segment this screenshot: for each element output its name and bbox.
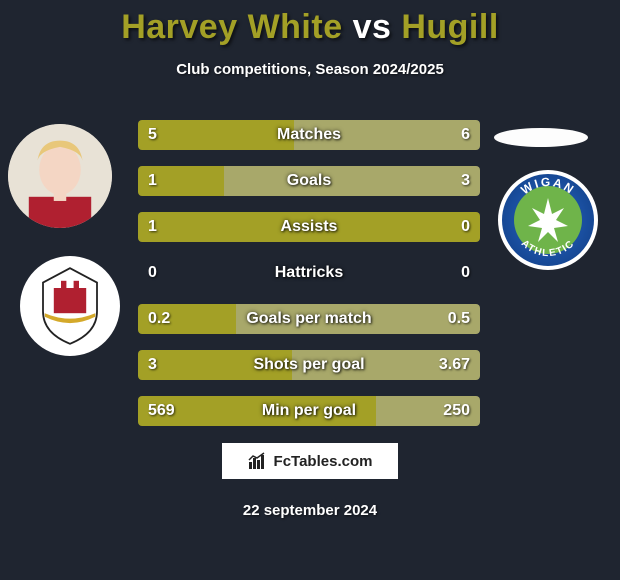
stat-value-left: 0 [138,258,167,288]
vs-text: vs [353,8,392,46]
player-right-name: Hugill [401,8,498,46]
stat-row: 0.20.5Goals per match [138,304,480,334]
subtitle: Club competitions, Season 2024/2025 [0,61,620,78]
player-left-name: Harvey White [121,8,342,46]
stat-value-left: 3 [138,350,167,380]
stat-value-left: 1 [138,212,167,242]
stat-value-right: 6 [451,120,480,150]
stat-bar-right [224,166,481,196]
stat-value-right: 250 [433,396,480,426]
stat-row: 10Assists [138,212,480,242]
stat-value-left: 0.2 [138,304,180,334]
stat-row: 13Goals [138,166,480,196]
stat-value-right: 0 [451,258,480,288]
stat-value-right: 0.5 [438,304,480,334]
stat-row: 569250Min per goal [138,396,480,426]
stat-value-left: 1 [138,166,167,196]
player-left-avatar [8,124,112,228]
page-title: Harvey White vs Hugill [0,0,620,47]
footer-date: 22 september 2024 [0,502,620,519]
stat-row: 56Matches [138,120,480,150]
stats-bars: 56Matches13Goals10Assists00Hattricks0.20… [138,120,480,442]
stat-value-right: 3.67 [429,350,480,380]
stat-bar-left [138,212,480,242]
brand-badge[interactable]: FcTables.com [221,442,399,480]
stat-value-right: 3 [451,166,480,196]
club-left-badge [20,256,120,356]
club-right-badge: WIGAN ATHLETIC [498,170,598,270]
brand-icon [248,452,268,470]
stat-value-left: 569 [138,396,185,426]
stat-value-left: 5 [138,120,167,150]
stat-value-right: 0 [451,212,480,242]
stat-row: 33.67Shots per goal [138,350,480,380]
stat-label: Hattricks [138,258,480,288]
stat-row: 0 0Hattricks [138,258,480,288]
brand-text: FcTables.com [274,453,373,470]
player-right-avatar [494,128,588,147]
